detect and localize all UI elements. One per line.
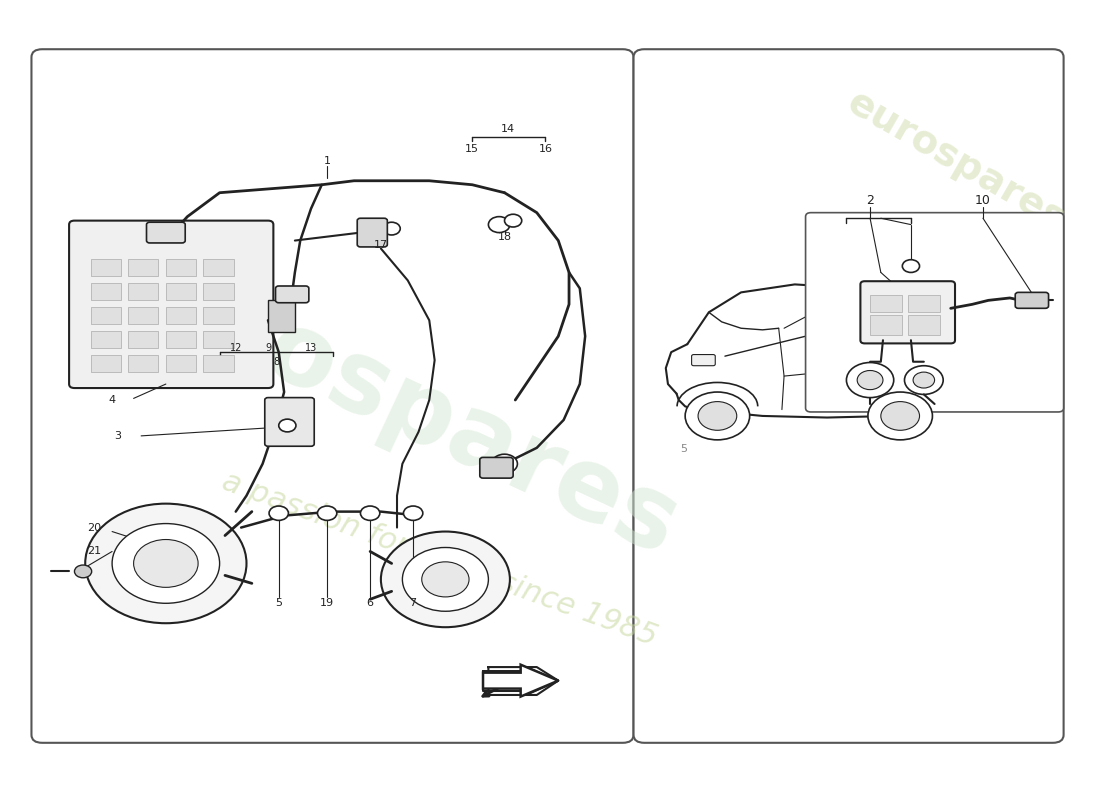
Circle shape — [85, 504, 246, 623]
FancyBboxPatch shape — [860, 282, 955, 343]
Text: 15: 15 — [465, 144, 480, 154]
FancyBboxPatch shape — [1015, 292, 1048, 308]
Bar — [166, 283, 196, 300]
Circle shape — [913, 372, 935, 388]
Circle shape — [857, 370, 883, 390]
Text: eurospares: eurospares — [840, 83, 1071, 238]
Bar — [129, 283, 158, 300]
Circle shape — [270, 506, 288, 520]
Text: a passion for parts since 1985: a passion for parts since 1985 — [219, 467, 661, 652]
Bar — [870, 294, 902, 312]
Bar — [166, 354, 196, 372]
Polygon shape — [488, 667, 559, 695]
Text: 7: 7 — [409, 598, 417, 608]
Bar — [90, 283, 121, 300]
Bar — [166, 306, 196, 324]
Text: 2: 2 — [866, 194, 874, 207]
Bar — [204, 283, 233, 300]
Circle shape — [904, 366, 943, 394]
Text: 16: 16 — [538, 144, 552, 154]
Text: 1: 1 — [323, 156, 331, 166]
Text: 5: 5 — [275, 598, 283, 608]
FancyBboxPatch shape — [480, 458, 513, 478]
Bar — [268, 300, 295, 332]
Circle shape — [685, 392, 750, 440]
Circle shape — [381, 531, 510, 627]
Bar — [129, 354, 158, 372]
Text: since 1985: since 1985 — [877, 218, 1036, 326]
Text: 4: 4 — [109, 395, 116, 405]
Circle shape — [881, 402, 920, 430]
Text: 8: 8 — [274, 357, 279, 366]
Circle shape — [112, 523, 220, 603]
Bar — [129, 306, 158, 324]
Circle shape — [365, 225, 386, 241]
Circle shape — [421, 562, 469, 597]
Circle shape — [698, 402, 737, 430]
Text: 13: 13 — [305, 343, 317, 353]
Text: 21: 21 — [87, 546, 101, 557]
Bar — [90, 354, 121, 372]
FancyBboxPatch shape — [692, 354, 715, 366]
Text: eurospares: eurospares — [79, 222, 693, 578]
Bar — [204, 259, 233, 277]
Circle shape — [361, 506, 379, 520]
Text: 6: 6 — [366, 598, 374, 608]
Circle shape — [846, 362, 893, 398]
Text: 18: 18 — [497, 231, 512, 242]
Polygon shape — [483, 665, 559, 697]
Bar — [90, 330, 121, 348]
Bar — [908, 294, 940, 312]
Circle shape — [383, 222, 400, 235]
Circle shape — [404, 506, 422, 520]
Bar — [90, 306, 121, 324]
Text: 12: 12 — [230, 343, 242, 353]
Polygon shape — [483, 667, 559, 695]
Bar — [204, 306, 233, 324]
FancyBboxPatch shape — [69, 221, 274, 388]
Bar — [870, 314, 902, 334]
Circle shape — [492, 454, 517, 474]
Circle shape — [278, 419, 296, 432]
Circle shape — [868, 392, 933, 440]
Text: 9: 9 — [265, 343, 271, 353]
Text: 14: 14 — [500, 124, 515, 134]
FancyBboxPatch shape — [32, 50, 634, 743]
Circle shape — [75, 565, 91, 578]
Circle shape — [318, 506, 337, 520]
Bar — [166, 259, 196, 277]
Bar — [908, 314, 940, 334]
FancyBboxPatch shape — [358, 218, 387, 247]
Text: 17: 17 — [374, 239, 388, 250]
Bar — [129, 259, 158, 277]
FancyBboxPatch shape — [634, 50, 1064, 743]
Circle shape — [133, 539, 198, 587]
Text: 10: 10 — [975, 194, 991, 207]
Circle shape — [505, 214, 521, 227]
Bar — [204, 330, 233, 348]
Bar — [204, 354, 233, 372]
FancyBboxPatch shape — [805, 213, 1064, 412]
Circle shape — [403, 547, 488, 611]
Text: 20: 20 — [87, 522, 101, 533]
Text: 19: 19 — [320, 598, 334, 608]
Bar — [166, 330, 196, 348]
FancyBboxPatch shape — [275, 286, 309, 302]
FancyBboxPatch shape — [265, 398, 315, 446]
Bar — [90, 259, 121, 277]
Circle shape — [902, 260, 920, 273]
Circle shape — [488, 217, 510, 233]
Text: 5: 5 — [681, 445, 688, 454]
Bar — [129, 330, 158, 348]
Text: 3: 3 — [114, 431, 121, 441]
FancyBboxPatch shape — [146, 222, 185, 243]
